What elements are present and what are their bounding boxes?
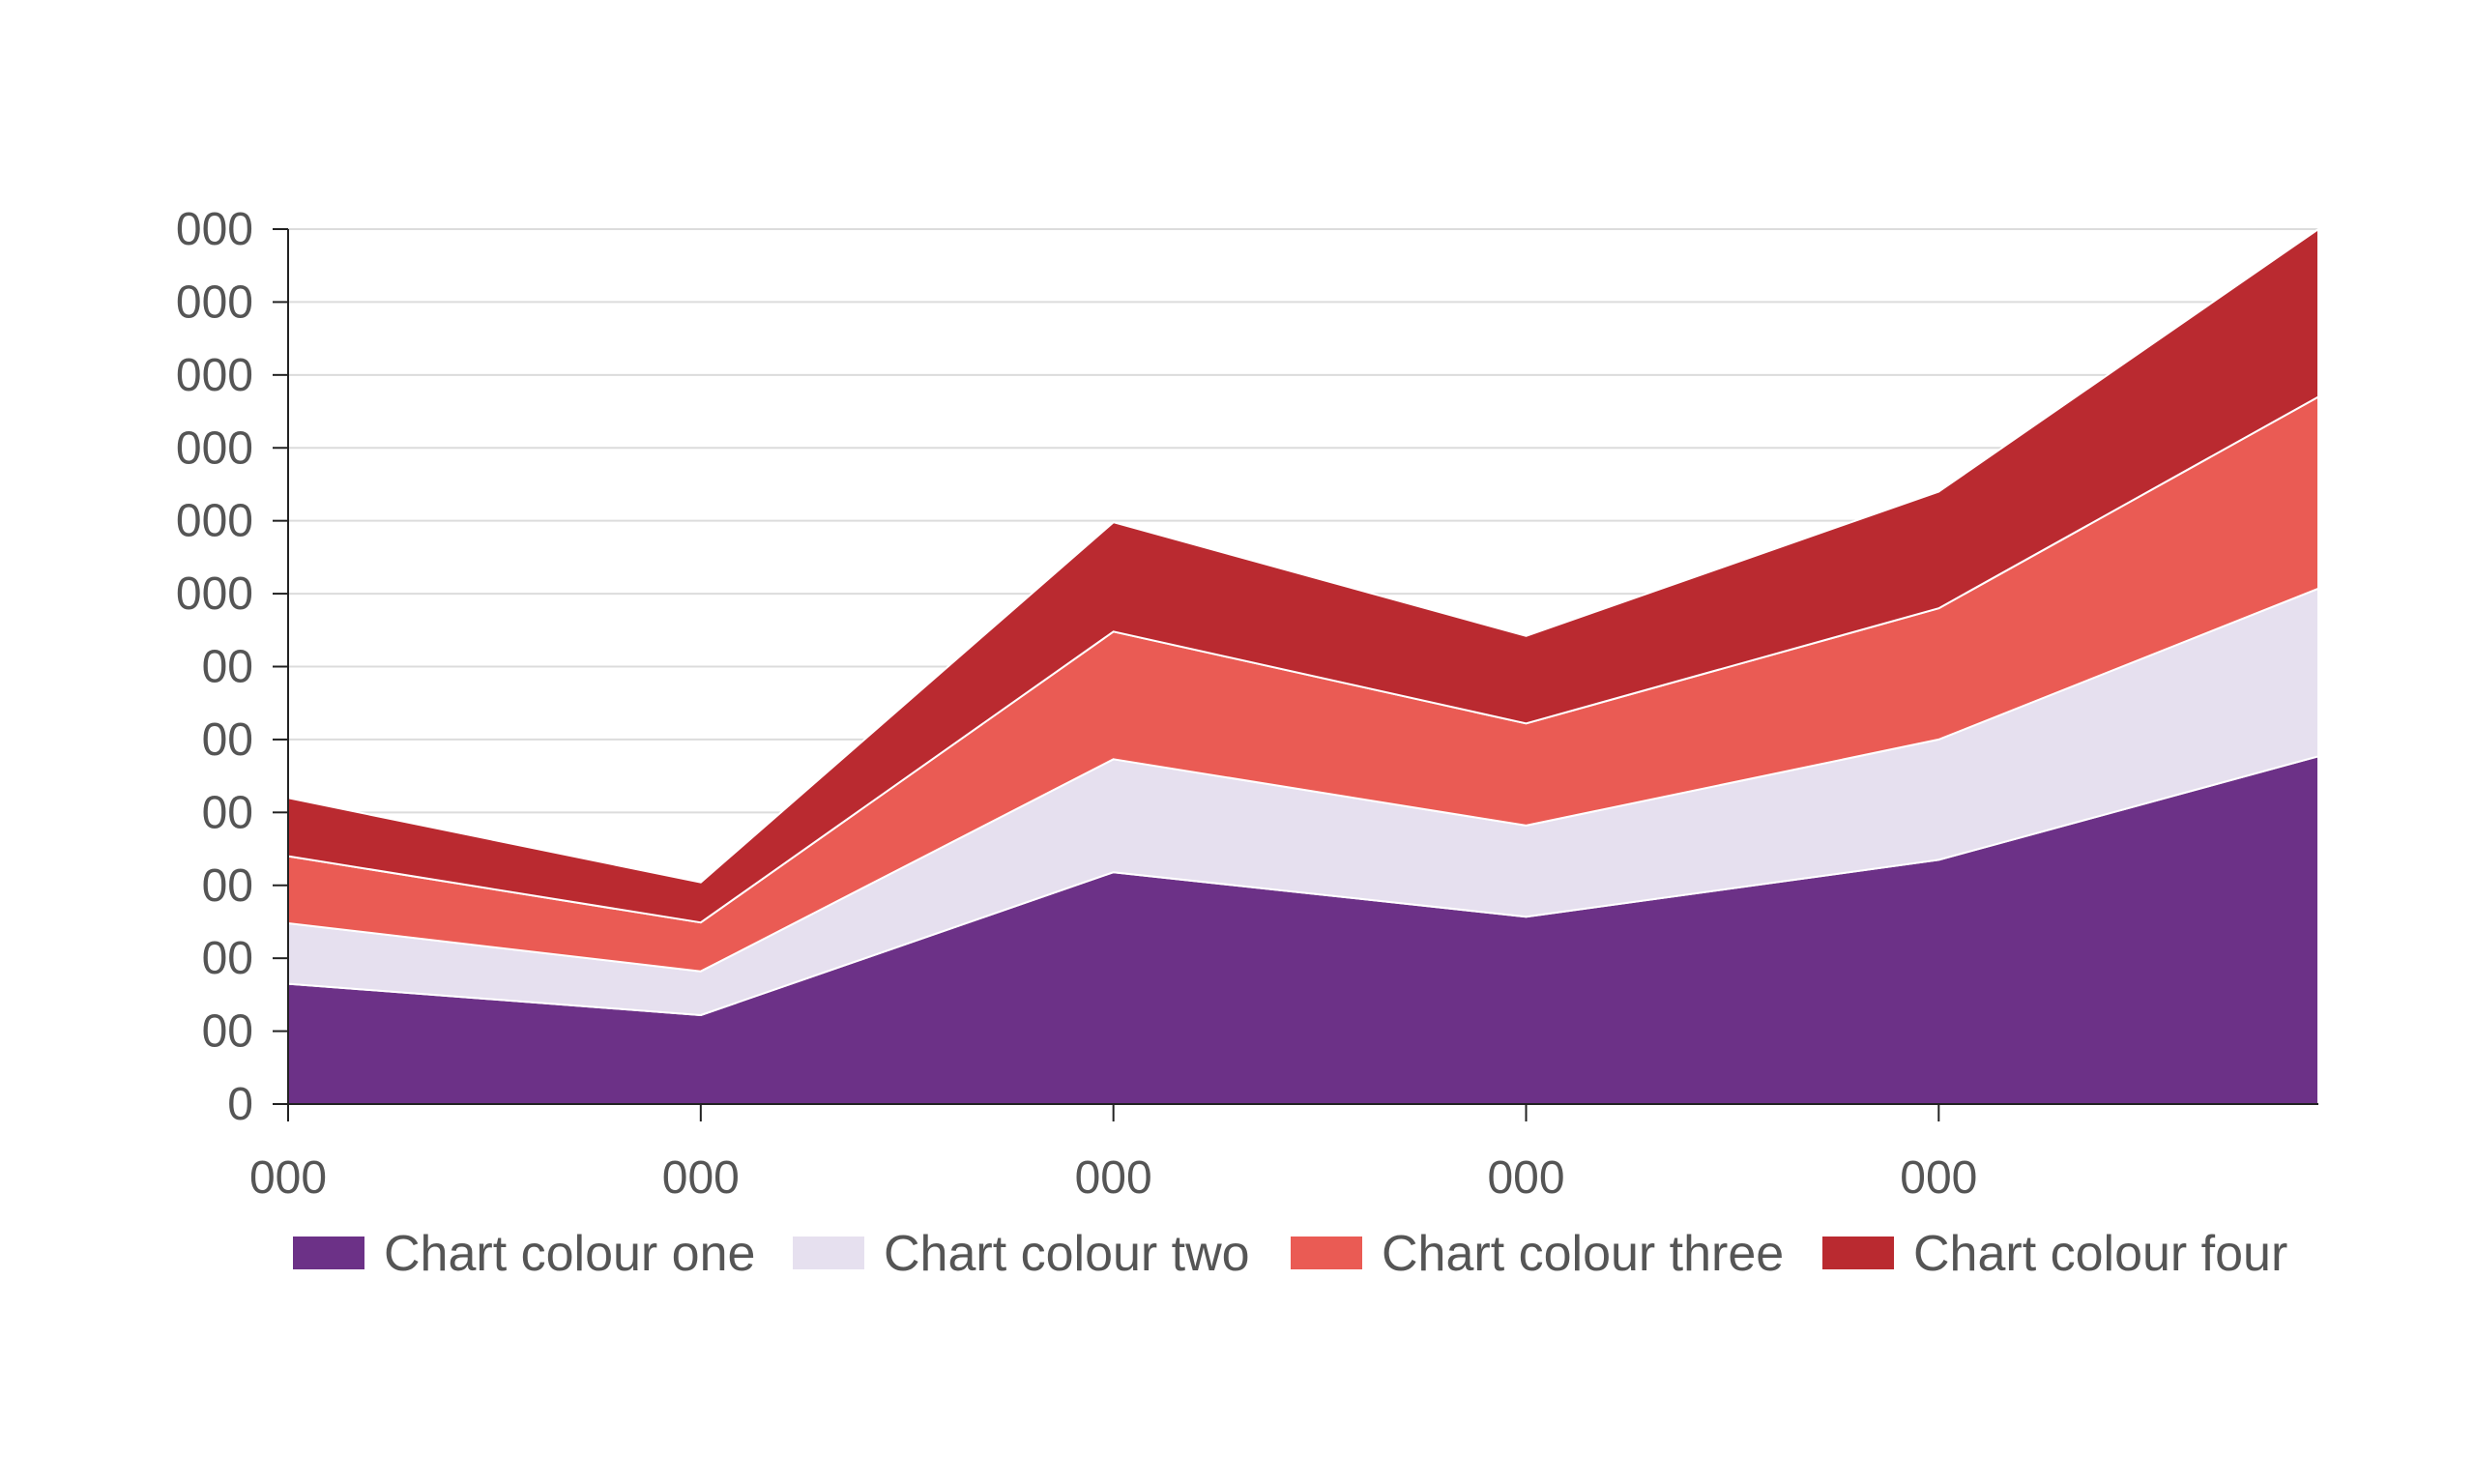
x-tick-label: 000	[1075, 1152, 1152, 1204]
y-tick-label: 00	[202, 860, 253, 912]
y-tick-label: 000	[176, 422, 253, 474]
y-tick-label: 0	[227, 1079, 253, 1130]
y-tick-label: 000	[176, 204, 253, 255]
legend-swatch-4	[1822, 1237, 1894, 1269]
y-tick-label: 000	[176, 276, 253, 328]
y-tick-label: 00	[202, 642, 253, 693]
y-tick-label: 00	[202, 1006, 253, 1058]
y-tick-label: 000	[176, 568, 253, 620]
y-tick-label: 00	[202, 714, 253, 766]
legend-label-1: Chart colour one	[384, 1226, 755, 1282]
legend-label-4: Chart colour four	[1913, 1226, 2287, 1282]
series-area-4	[287, 228, 2319, 924]
x-tick-label: 000	[662, 1152, 740, 1204]
legend-label-3: Chart colour three	[1382, 1226, 1784, 1282]
legend: Chart colour one Chart colour two Chart co…	[293, 1226, 2287, 1282]
legend-swatch-2	[793, 1237, 864, 1269]
legend-swatch-3	[1291, 1237, 1362, 1269]
x-tick-label: 000	[249, 1152, 327, 1204]
legend-label-2: Chart colour two	[884, 1226, 1250, 1282]
y-tick-label: 000	[176, 350, 253, 401]
y-tick-label: 000	[176, 496, 253, 547]
x-tick-label: 000	[1487, 1152, 1564, 1204]
y-tick-label: 00	[202, 933, 253, 984]
x-tick-label: 000	[1900, 1152, 1977, 1204]
legend-swatch-1	[293, 1237, 364, 1269]
y-tick-label: 00	[202, 787, 253, 838]
